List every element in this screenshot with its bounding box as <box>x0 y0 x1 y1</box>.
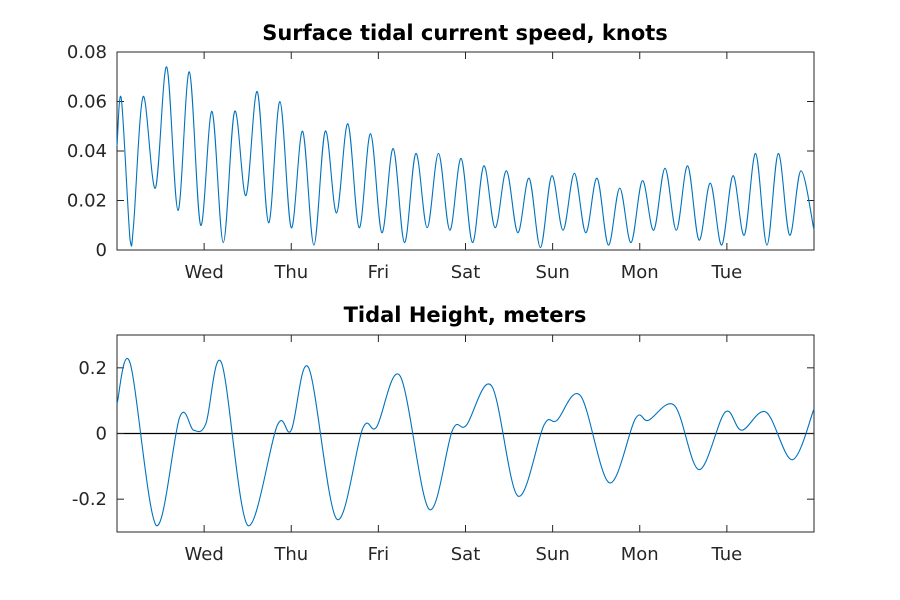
y-tick-label: 0.08 <box>67 42 107 63</box>
x-axis: Wed Thu Fri Sat Sun Mon Tue <box>185 335 743 565</box>
chart-title: Tidal Height, meters <box>344 303 587 327</box>
y-tick-label: 0.04 <box>67 141 107 162</box>
x-tick-label: Sat <box>451 544 481 565</box>
x-tick-label: Thu <box>273 262 308 283</box>
y-tick-label: 0.06 <box>67 92 107 113</box>
y-axis: 0 0.02 0.04 0.06 0.08 <box>67 42 814 261</box>
y-tick-label: -0.2 <box>72 489 107 510</box>
y-tick-label: 0 <box>96 240 107 261</box>
series-line <box>116 66 815 249</box>
x-tick-label: Thu <box>273 544 308 565</box>
tidal-height-panel: Tidal Height, meters -0.2 0 0.2 Wed Thu Fri S… <box>72 303 815 565</box>
y-axis: -0.2 0 0.2 <box>72 358 814 510</box>
x-tick-label: Fri <box>368 544 389 565</box>
x-tick-label: Mon <box>621 544 659 565</box>
y-tick-label: 0 <box>96 424 107 445</box>
current-speed-panel: Surface tidal current speed, knots 0 0.02… <box>67 21 815 283</box>
x-tick-label: Wed <box>185 262 224 283</box>
x-tick-label: Sun <box>536 544 570 565</box>
x-tick-label: Wed <box>185 544 224 565</box>
plot-area <box>116 51 815 251</box>
x-axis: Wed Thu Fri Sat Sun Mon Tue <box>185 52 743 283</box>
x-tick-label: Mon <box>621 262 659 283</box>
x-tick-label: Tue <box>711 544 743 565</box>
x-tick-label: Sat <box>451 262 481 283</box>
x-tick-label: Fri <box>368 262 389 283</box>
series-line <box>116 358 815 526</box>
x-tick-label: Tue <box>711 262 743 283</box>
chart-title: Surface tidal current speed, knots <box>262 21 668 45</box>
y-tick-label: 0.02 <box>67 191 107 212</box>
x-tick-label: Sun <box>536 262 570 283</box>
y-tick-label: 0.2 <box>78 358 107 379</box>
